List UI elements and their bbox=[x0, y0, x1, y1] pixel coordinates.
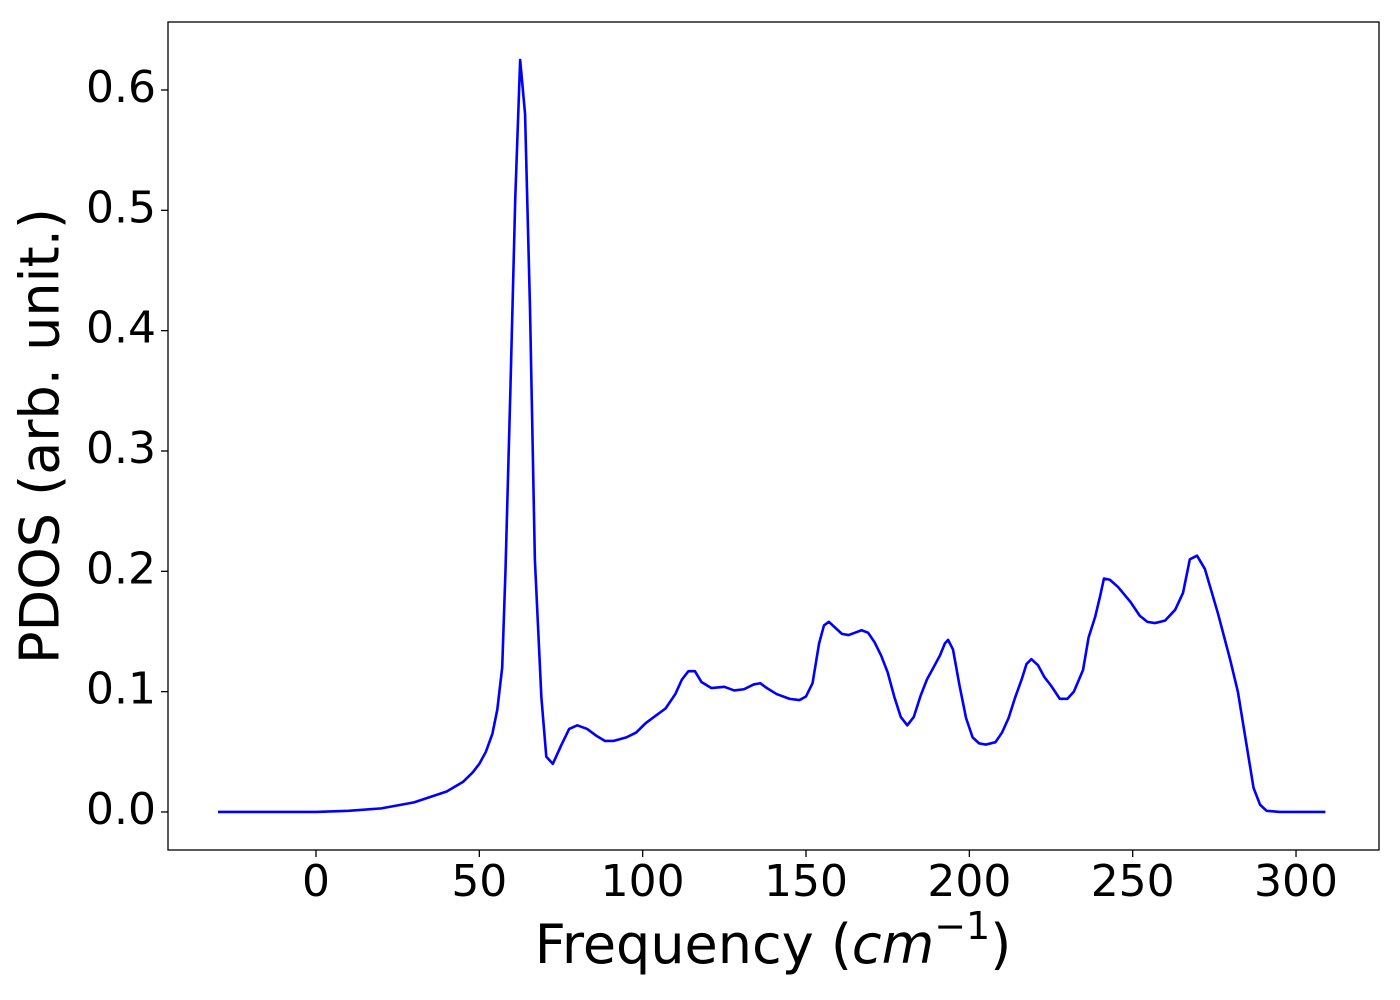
x-tick-label: 250 bbox=[1091, 856, 1175, 907]
y-tick-label: 0.3 bbox=[86, 423, 156, 474]
x-tick-label: 0 bbox=[302, 856, 330, 907]
x-label-part: Frequency ( bbox=[535, 913, 852, 976]
data-line bbox=[217, 58, 1326, 814]
x-tick-label: 300 bbox=[1254, 856, 1338, 907]
y-tick-label: 0.4 bbox=[86, 303, 156, 354]
x-label-part: ) bbox=[990, 913, 1011, 976]
x-tick-label: 100 bbox=[601, 856, 685, 907]
x-axis-label: Frequency (cm−1) bbox=[535, 904, 1012, 976]
x-label-part: −1 bbox=[934, 904, 990, 948]
x-tick-label: 50 bbox=[451, 856, 507, 907]
y-tick-label: 0.0 bbox=[86, 784, 156, 835]
y-tick-label: 0.2 bbox=[86, 543, 156, 594]
plot-frame bbox=[167, 21, 1380, 851]
x-tick-label: 200 bbox=[927, 856, 1011, 907]
y-tick-label: 0.5 bbox=[86, 182, 156, 233]
x-label-part: cm bbox=[852, 913, 934, 976]
x-tick-label: 150 bbox=[764, 856, 848, 907]
y-tick-label: 0.6 bbox=[86, 62, 156, 113]
y-axis-label: PDOS (arb. unit.) bbox=[9, 208, 72, 664]
y-tick-label: 0.1 bbox=[86, 664, 156, 715]
